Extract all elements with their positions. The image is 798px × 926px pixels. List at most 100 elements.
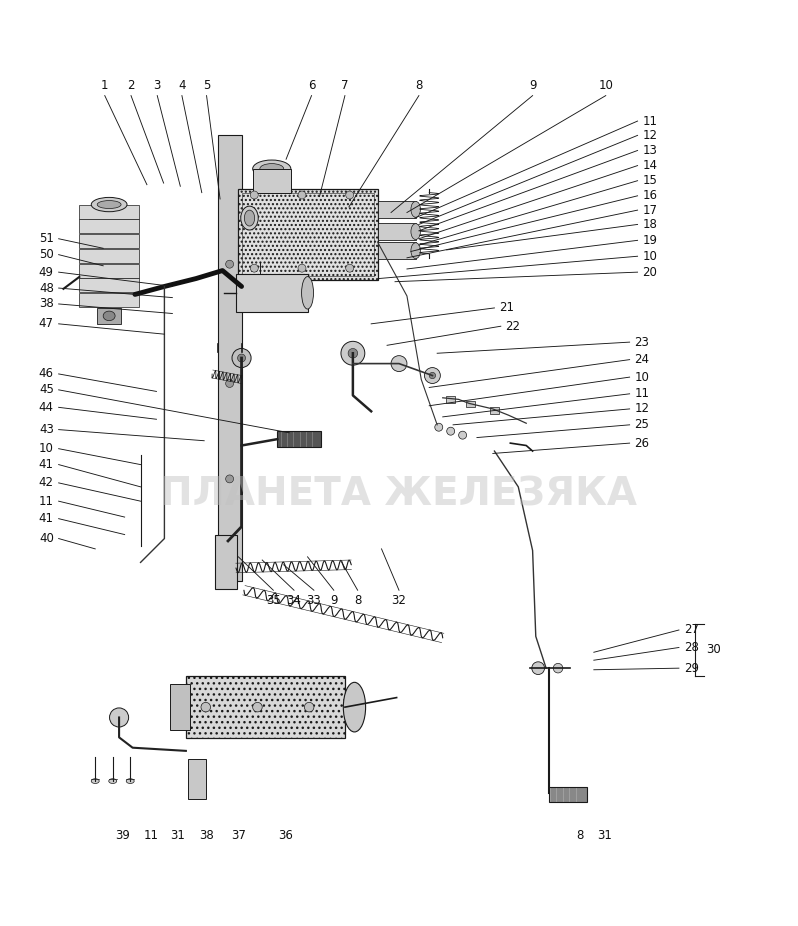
Text: 12: 12 xyxy=(642,129,658,142)
Circle shape xyxy=(232,348,251,368)
Bar xyxy=(218,135,242,581)
Bar xyxy=(243,193,373,276)
Text: 41: 41 xyxy=(39,458,54,471)
Bar xyxy=(236,274,307,312)
Text: 31: 31 xyxy=(597,829,611,842)
Text: 13: 13 xyxy=(642,144,658,157)
Text: 6: 6 xyxy=(308,79,315,92)
Text: 42: 42 xyxy=(39,476,54,489)
Bar xyxy=(239,189,377,280)
Circle shape xyxy=(341,342,365,365)
Text: 38: 38 xyxy=(39,297,54,310)
Text: 19: 19 xyxy=(642,234,658,247)
Ellipse shape xyxy=(91,197,127,212)
Bar xyxy=(170,684,190,731)
Circle shape xyxy=(553,663,563,673)
Text: 50: 50 xyxy=(39,248,54,261)
Text: 46: 46 xyxy=(39,368,54,381)
Text: 31: 31 xyxy=(171,829,185,842)
Circle shape xyxy=(348,348,358,358)
Bar xyxy=(253,169,290,193)
Bar xyxy=(215,534,237,589)
Circle shape xyxy=(459,432,467,439)
Text: 8: 8 xyxy=(354,594,361,607)
Text: 10: 10 xyxy=(39,443,54,456)
Bar xyxy=(377,201,416,218)
Circle shape xyxy=(226,380,234,387)
Text: 26: 26 xyxy=(634,437,650,450)
Text: 11: 11 xyxy=(634,387,650,400)
Circle shape xyxy=(267,282,277,292)
Text: 49: 49 xyxy=(39,266,54,279)
Ellipse shape xyxy=(411,201,421,218)
Text: 39: 39 xyxy=(115,829,130,842)
Bar xyxy=(188,758,206,798)
Ellipse shape xyxy=(411,243,421,258)
Ellipse shape xyxy=(109,779,117,783)
Bar xyxy=(548,787,587,802)
Text: 22: 22 xyxy=(506,319,520,332)
Text: 48: 48 xyxy=(39,282,54,294)
Text: 2: 2 xyxy=(127,79,135,92)
Bar xyxy=(377,223,416,241)
Text: 21: 21 xyxy=(500,302,514,315)
Bar xyxy=(97,308,121,324)
Circle shape xyxy=(346,191,354,199)
Text: 35: 35 xyxy=(266,594,281,607)
Ellipse shape xyxy=(343,682,365,732)
Ellipse shape xyxy=(302,277,314,309)
Text: 10: 10 xyxy=(642,250,658,263)
Text: 41: 41 xyxy=(39,512,54,525)
Text: 43: 43 xyxy=(39,423,54,436)
Text: 33: 33 xyxy=(306,594,322,607)
Bar xyxy=(79,205,139,219)
Circle shape xyxy=(251,191,259,199)
Circle shape xyxy=(425,368,440,383)
Circle shape xyxy=(226,475,234,482)
Text: 9: 9 xyxy=(529,79,536,92)
Ellipse shape xyxy=(253,160,290,178)
Text: 9: 9 xyxy=(330,594,338,607)
Ellipse shape xyxy=(91,779,99,783)
Circle shape xyxy=(447,427,455,435)
Circle shape xyxy=(298,191,306,199)
Text: 4: 4 xyxy=(178,79,186,92)
Circle shape xyxy=(201,702,211,712)
Ellipse shape xyxy=(244,210,255,226)
Text: 11: 11 xyxy=(39,494,54,507)
Circle shape xyxy=(251,264,259,272)
Text: 7: 7 xyxy=(342,79,349,92)
Text: 12: 12 xyxy=(634,403,650,416)
Text: 11: 11 xyxy=(642,115,658,128)
Ellipse shape xyxy=(411,224,421,240)
Ellipse shape xyxy=(260,164,284,174)
Circle shape xyxy=(304,702,314,712)
Bar xyxy=(79,219,139,233)
Bar xyxy=(79,249,139,263)
Bar xyxy=(490,407,500,414)
Ellipse shape xyxy=(97,201,121,208)
Text: 20: 20 xyxy=(642,266,658,279)
Text: 40: 40 xyxy=(39,532,54,545)
Circle shape xyxy=(435,423,443,432)
Circle shape xyxy=(531,662,544,674)
Ellipse shape xyxy=(241,206,259,230)
Text: 8: 8 xyxy=(577,829,584,842)
Text: 16: 16 xyxy=(642,189,658,202)
Text: 28: 28 xyxy=(684,641,698,654)
Text: 47: 47 xyxy=(39,318,54,331)
Text: 14: 14 xyxy=(642,159,658,172)
Text: 15: 15 xyxy=(642,174,658,187)
Text: 10: 10 xyxy=(634,370,650,383)
Text: 3: 3 xyxy=(153,79,161,92)
Text: 30: 30 xyxy=(706,644,721,657)
Bar xyxy=(79,294,139,307)
Circle shape xyxy=(253,702,263,712)
Circle shape xyxy=(391,356,407,371)
Text: 24: 24 xyxy=(634,353,650,366)
Bar xyxy=(446,396,456,403)
Text: 17: 17 xyxy=(642,204,658,217)
Ellipse shape xyxy=(103,311,115,320)
Circle shape xyxy=(429,372,436,379)
Bar xyxy=(79,279,139,293)
